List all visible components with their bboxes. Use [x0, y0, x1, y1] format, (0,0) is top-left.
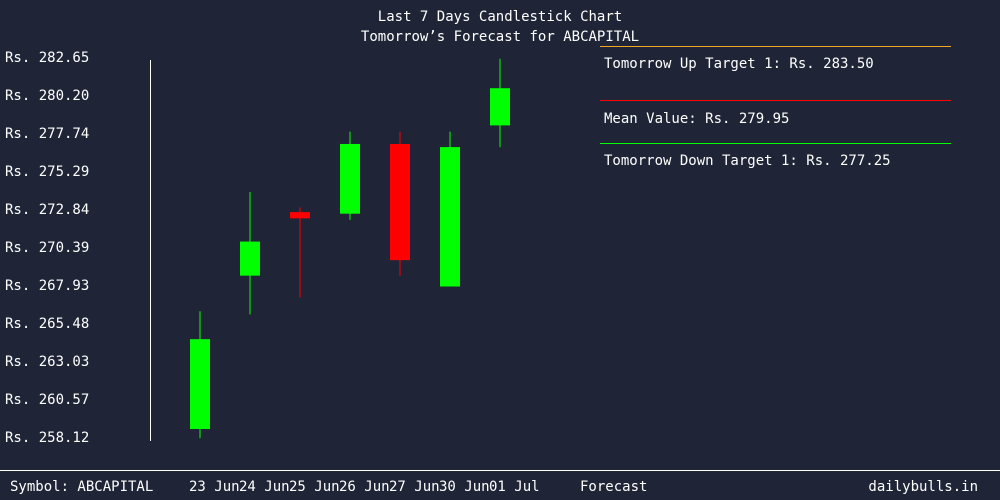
chart-subtitle: Tomorrow’s Forecast for ABCAPITAL — [360, 29, 640, 45]
candle — [240, 191, 260, 315]
y-tick-label: Rs. 263.03 — [5, 354, 90, 370]
candle — [490, 58, 510, 148]
up-target-label: Tomorrow Up Target 1: Rs. 283.50 — [604, 56, 874, 72]
y-tick-label: Rs. 282.65 — [5, 50, 90, 66]
y-axis-line — [150, 60, 151, 441]
x-tick-label: 01 Jul — [489, 479, 540, 495]
y-tick-label: Rs. 272.84 — [5, 202, 90, 218]
y-tick-label: Rs. 280.20 — [5, 88, 90, 104]
candle — [390, 131, 410, 276]
x-tick-label: 25 Jun — [289, 479, 340, 495]
x-tick-label: 30 Jun — [439, 479, 490, 495]
mean-value-line — [600, 100, 951, 101]
candle-body — [490, 88, 510, 126]
up-target-line — [600, 46, 951, 47]
x-tick-label: 23 Jun — [189, 479, 240, 495]
y-tick-label: Rs. 270.39 — [5, 240, 90, 256]
symbol-label: Symbol: ABCAPITAL — [10, 479, 154, 495]
y-tick-label: Rs. 258.12 — [5, 430, 90, 446]
candle-body — [390, 143, 410, 261]
x-tick-label: 27 Jun — [389, 479, 440, 495]
candle — [190, 311, 210, 439]
candle — [340, 131, 360, 220]
mean-value-label: Mean Value: Rs. 279.95 — [604, 111, 790, 127]
candle — [440, 131, 460, 287]
candle-body — [340, 143, 360, 214]
footer-divider — [0, 470, 1000, 471]
x-tick-label: 24 Jun — [239, 479, 290, 495]
y-tick-label: Rs. 265.48 — [5, 316, 90, 332]
x-tick-label: 26 Jun — [339, 479, 390, 495]
candle-body — [440, 147, 460, 287]
y-tick-label: Rs. 275.29 — [5, 164, 90, 180]
brand-link[interactable]: dailybulls.in — [868, 479, 978, 495]
candle-body — [190, 339, 210, 430]
y-tick-label: Rs. 267.93 — [5, 278, 90, 294]
chart-title: Last 7 Days Candlestick Chart — [377, 9, 623, 25]
down-target-line — [600, 143, 951, 144]
y-tick-label: Rs. 277.74 — [5, 126, 90, 142]
y-tick-label: Rs. 260.57 — [5, 392, 90, 408]
down-target-label: Tomorrow Down Target 1: Rs. 277.25 — [604, 153, 891, 169]
candle-body — [290, 212, 310, 219]
candle — [290, 207, 310, 298]
candle-body — [240, 241, 260, 276]
forecast-label: Forecast — [580, 479, 648, 495]
